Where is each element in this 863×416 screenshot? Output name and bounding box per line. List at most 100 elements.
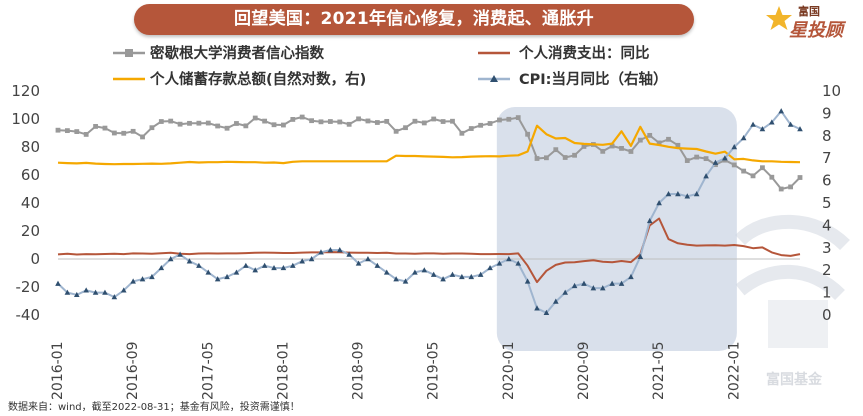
series-3-point: [656, 200, 662, 206]
series-0-point: [187, 120, 192, 126]
y-left-tick-label: 80: [21, 138, 40, 156]
series-3-point: [731, 144, 738, 150]
y-left-tick-label: 0: [30, 250, 40, 268]
series-0-point: [102, 125, 108, 131]
series-line-1: [57, 217, 801, 284]
series-3-point: [158, 264, 165, 271]
series-3-point: [590, 285, 597, 291]
series-3-point: [355, 260, 362, 266]
y-left-tick-label: -40: [16, 306, 41, 324]
y-right-tick-label: 9: [822, 104, 832, 122]
series-3-point: [750, 121, 756, 127]
series-0-point: [760, 165, 765, 171]
series-3-point: [693, 191, 700, 197]
x-tick-label: 2018-09: [351, 342, 367, 401]
series-3-point: [609, 280, 615, 286]
series-0-point: [158, 119, 164, 124]
x-tick-label: 2022-01: [726, 342, 742, 401]
series-0-point: [393, 128, 399, 134]
series-3-point: [543, 309, 550, 315]
y-right-tick-label: 2: [822, 261, 832, 279]
series-3-point: [327, 247, 334, 253]
series-3-point: [214, 276, 221, 282]
series-3-point: [346, 251, 352, 257]
series-0-point: [731, 162, 737, 168]
series-0-point: [694, 154, 700, 160]
y-right-tick-label: 3: [822, 239, 832, 257]
series-0-point: [299, 114, 305, 120]
y-right-tick-label: 5: [822, 194, 832, 212]
plot-lines: [55, 108, 803, 315]
y-axis-right: 0 1 2 3 4 5 6 7 8 9 10: [822, 82, 841, 324]
series-3-point: [261, 262, 268, 268]
series-0-point: [281, 122, 286, 128]
series-0-point: [215, 123, 221, 129]
series-3-point: [646, 217, 653, 224]
series-0-point: [111, 130, 117, 136]
series-0-point: [130, 128, 136, 134]
series-3-point: [740, 135, 747, 141]
series-0-point: [450, 118, 455, 124]
series-0-point: [703, 156, 709, 162]
series-3-point: [402, 278, 409, 284]
series-0-point: [205, 120, 211, 126]
y-right-tick-label: 6: [822, 172, 832, 190]
y-right-tick-label: 1: [822, 284, 832, 302]
series-3-point: [120, 287, 127, 293]
series-3-point: [177, 251, 183, 257]
series-0-point: [318, 119, 324, 125]
series-0-point: [309, 118, 314, 124]
y-axis-left: -40 -20 0 20 40 60 80 100 120: [11, 82, 40, 324]
watermark-text: 富国基金: [766, 371, 823, 388]
series-3-point: [374, 262, 381, 268]
y-left-tick-label: 20: [21, 222, 40, 240]
series-0-point: [788, 184, 794, 190]
x-tick-label: 2020-01: [501, 342, 517, 401]
series-0-point: [196, 120, 202, 126]
series-0-point: [224, 125, 230, 131]
series-3-point: [186, 258, 193, 264]
series-0-point: [421, 120, 427, 126]
star-icon: [766, 6, 792, 30]
series-3-point: [430, 271, 437, 277]
series-0-point: [374, 120, 380, 125]
series-3-point: [308, 256, 315, 262]
series-3-point: [440, 276, 446, 282]
y-left-tick-label: 100: [11, 110, 40, 128]
series-3-point: [703, 173, 709, 179]
series-0-point: [468, 126, 474, 131]
series-3-point: [252, 267, 259, 273]
series-3-point: [280, 264, 287, 271]
watermark: 富国基金: [735, 214, 850, 388]
series-3-point: [496, 260, 503, 266]
series-3-point: [534, 305, 540, 311]
series-3-point: [722, 155, 728, 161]
series-0-point: [459, 130, 465, 136]
series-0-point: [741, 168, 747, 174]
series-0-point: [356, 116, 361, 122]
brand-tagline: 星投顾: [789, 20, 847, 41]
series-3-point: [459, 273, 465, 280]
series-3-point: [515, 260, 522, 266]
series-3-point: [383, 269, 390, 275]
series-0-point: [243, 123, 249, 129]
series-0-point: [365, 118, 371, 124]
series-3-point: [290, 262, 296, 268]
brand-logo: 富国 星投顾: [766, 4, 847, 41]
series-0-point: [478, 122, 484, 128]
series-3-point: [421, 267, 428, 273]
series-3-point: [92, 289, 99, 295]
series-3-point: [506, 256, 512, 262]
series-0-point: [177, 121, 183, 127]
series-3-point: [205, 269, 212, 275]
series-3-point: [524, 278, 531, 284]
series-0-point: [600, 148, 606, 154]
page-title: 回望美国：2021年信心修复，消费起、通胀升: [234, 9, 594, 29]
series-3-point: [149, 273, 155, 280]
series-0-point: [619, 146, 624, 151]
series-3-point: [299, 258, 306, 264]
series-0-point: [487, 121, 493, 126]
series-0-point: [515, 115, 521, 120]
x-tick-label: 2016-09: [125, 342, 141, 401]
